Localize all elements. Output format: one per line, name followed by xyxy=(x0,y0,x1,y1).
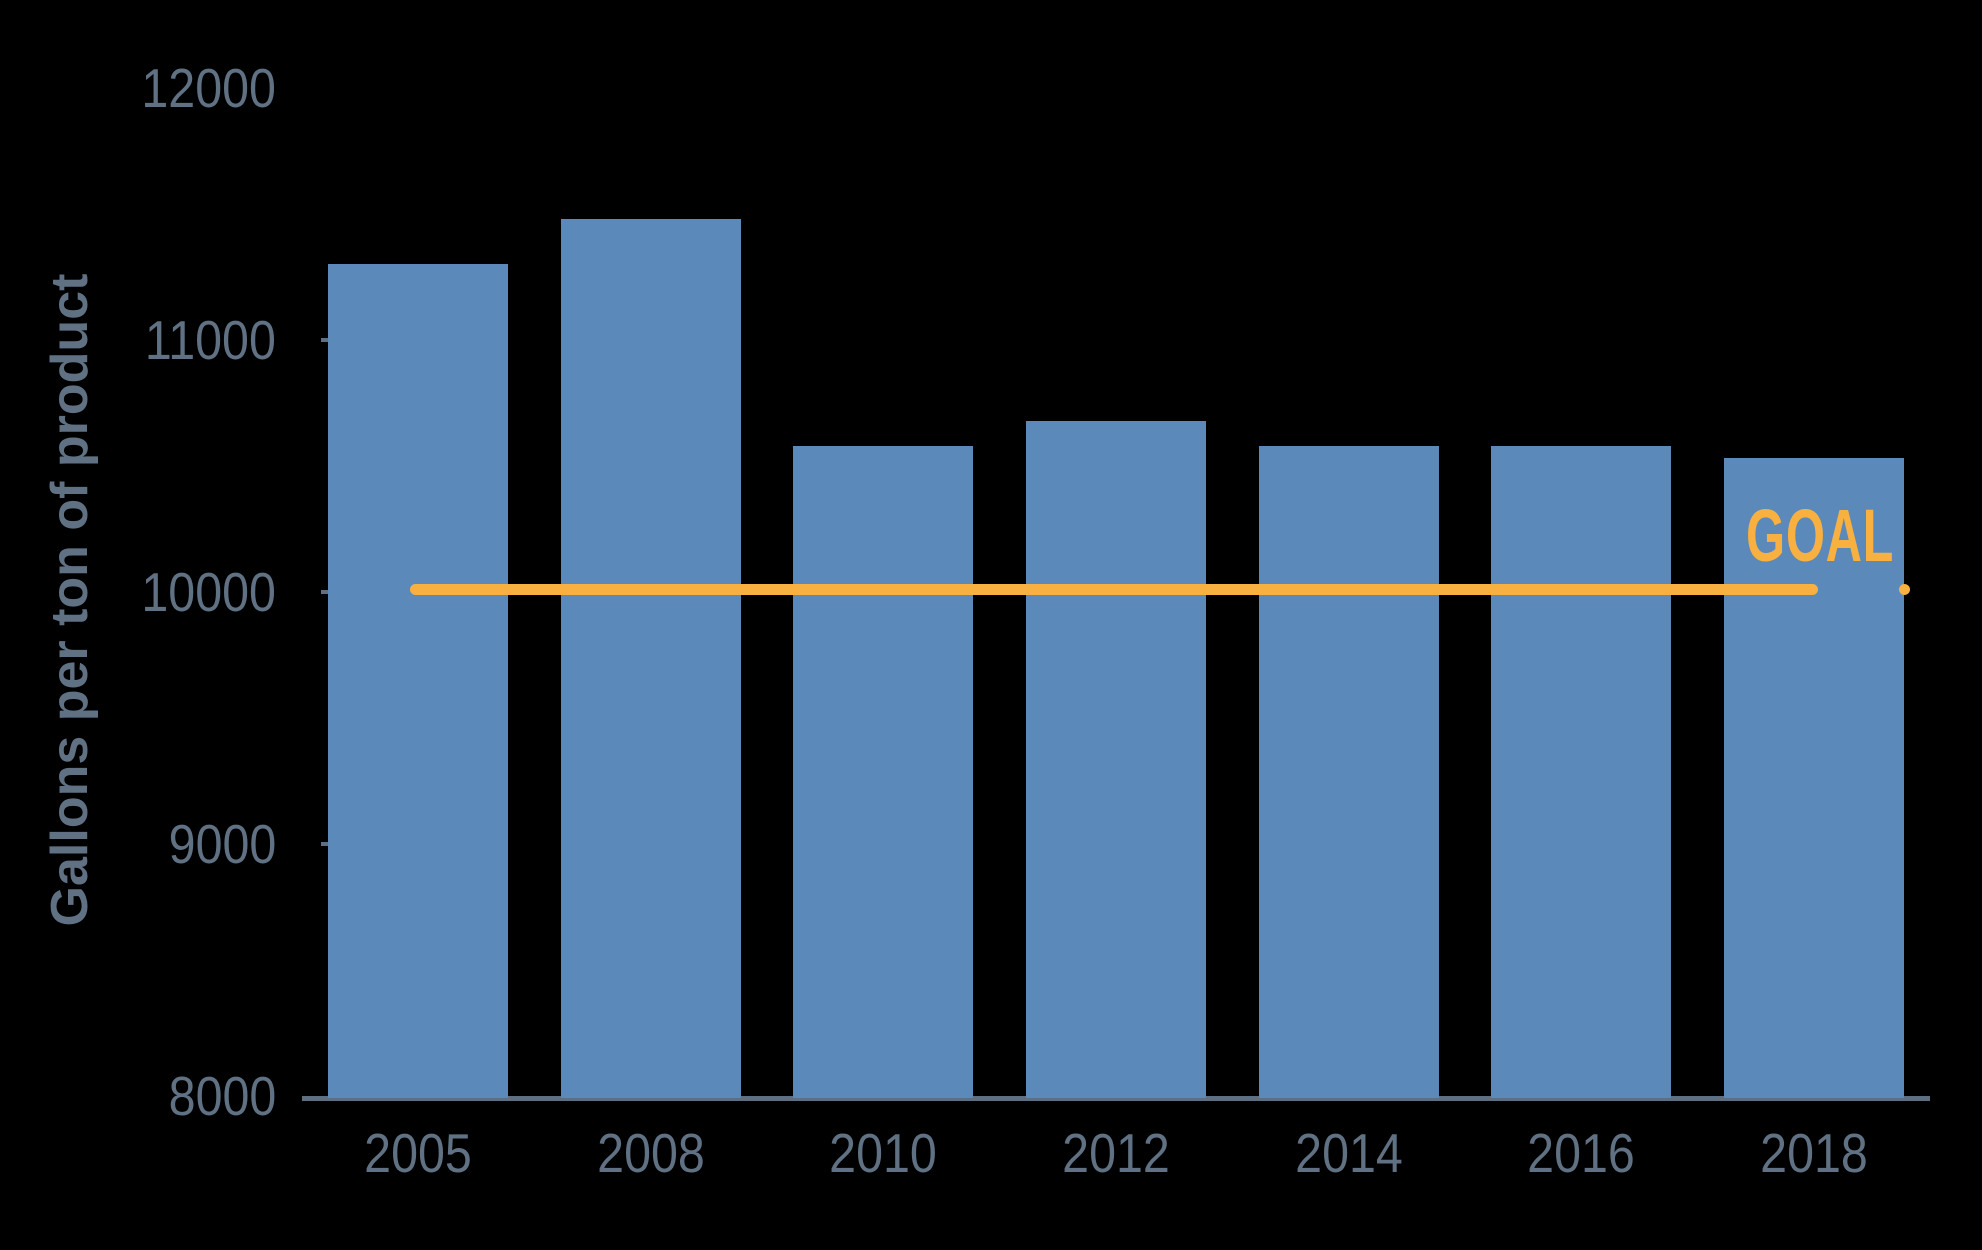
bar-2012 xyxy=(1026,420,1206,1098)
bar-2008 xyxy=(560,219,741,1098)
x-tick-label-2012: 2012 xyxy=(1062,1122,1170,1184)
x-tick-label-2018: 2018 xyxy=(1760,1122,1868,1184)
bar-2014 xyxy=(1258,445,1439,1098)
x-tick-label-2014: 2014 xyxy=(1294,1122,1403,1184)
y-tick-mark-11000 xyxy=(321,338,333,342)
y-tick-mark-9000 xyxy=(321,842,333,846)
bar-2010 xyxy=(793,445,974,1098)
x-tick-label-2016: 2016 xyxy=(1527,1122,1636,1184)
y-tick-label-8000: 8000 xyxy=(168,1065,276,1127)
goal-line xyxy=(410,583,1818,595)
y-axis-title: Gallons per ton of product xyxy=(41,273,99,927)
x-tick-label-2005: 2005 xyxy=(364,1122,472,1184)
y-tick-mark-10000 xyxy=(321,590,333,594)
bar-2018 xyxy=(1724,458,1905,1098)
y-tick-label-12000: 12000 xyxy=(141,57,276,119)
goal-label: GOAL xyxy=(1746,494,1895,577)
x-tick-label-2008: 2008 xyxy=(596,1122,705,1184)
bar-2005 xyxy=(328,264,508,1098)
x-axis-line xyxy=(302,1096,1930,1101)
bar-2016 xyxy=(1491,445,1672,1098)
y-tick-label-9000: 9000 xyxy=(168,813,276,875)
y-tick-label-10000: 10000 xyxy=(141,561,276,623)
x-tick-label-2010: 2010 xyxy=(829,1122,938,1184)
goal-line-nub xyxy=(1899,583,1910,595)
y-tick-label-11000: 11000 xyxy=(144,309,276,371)
